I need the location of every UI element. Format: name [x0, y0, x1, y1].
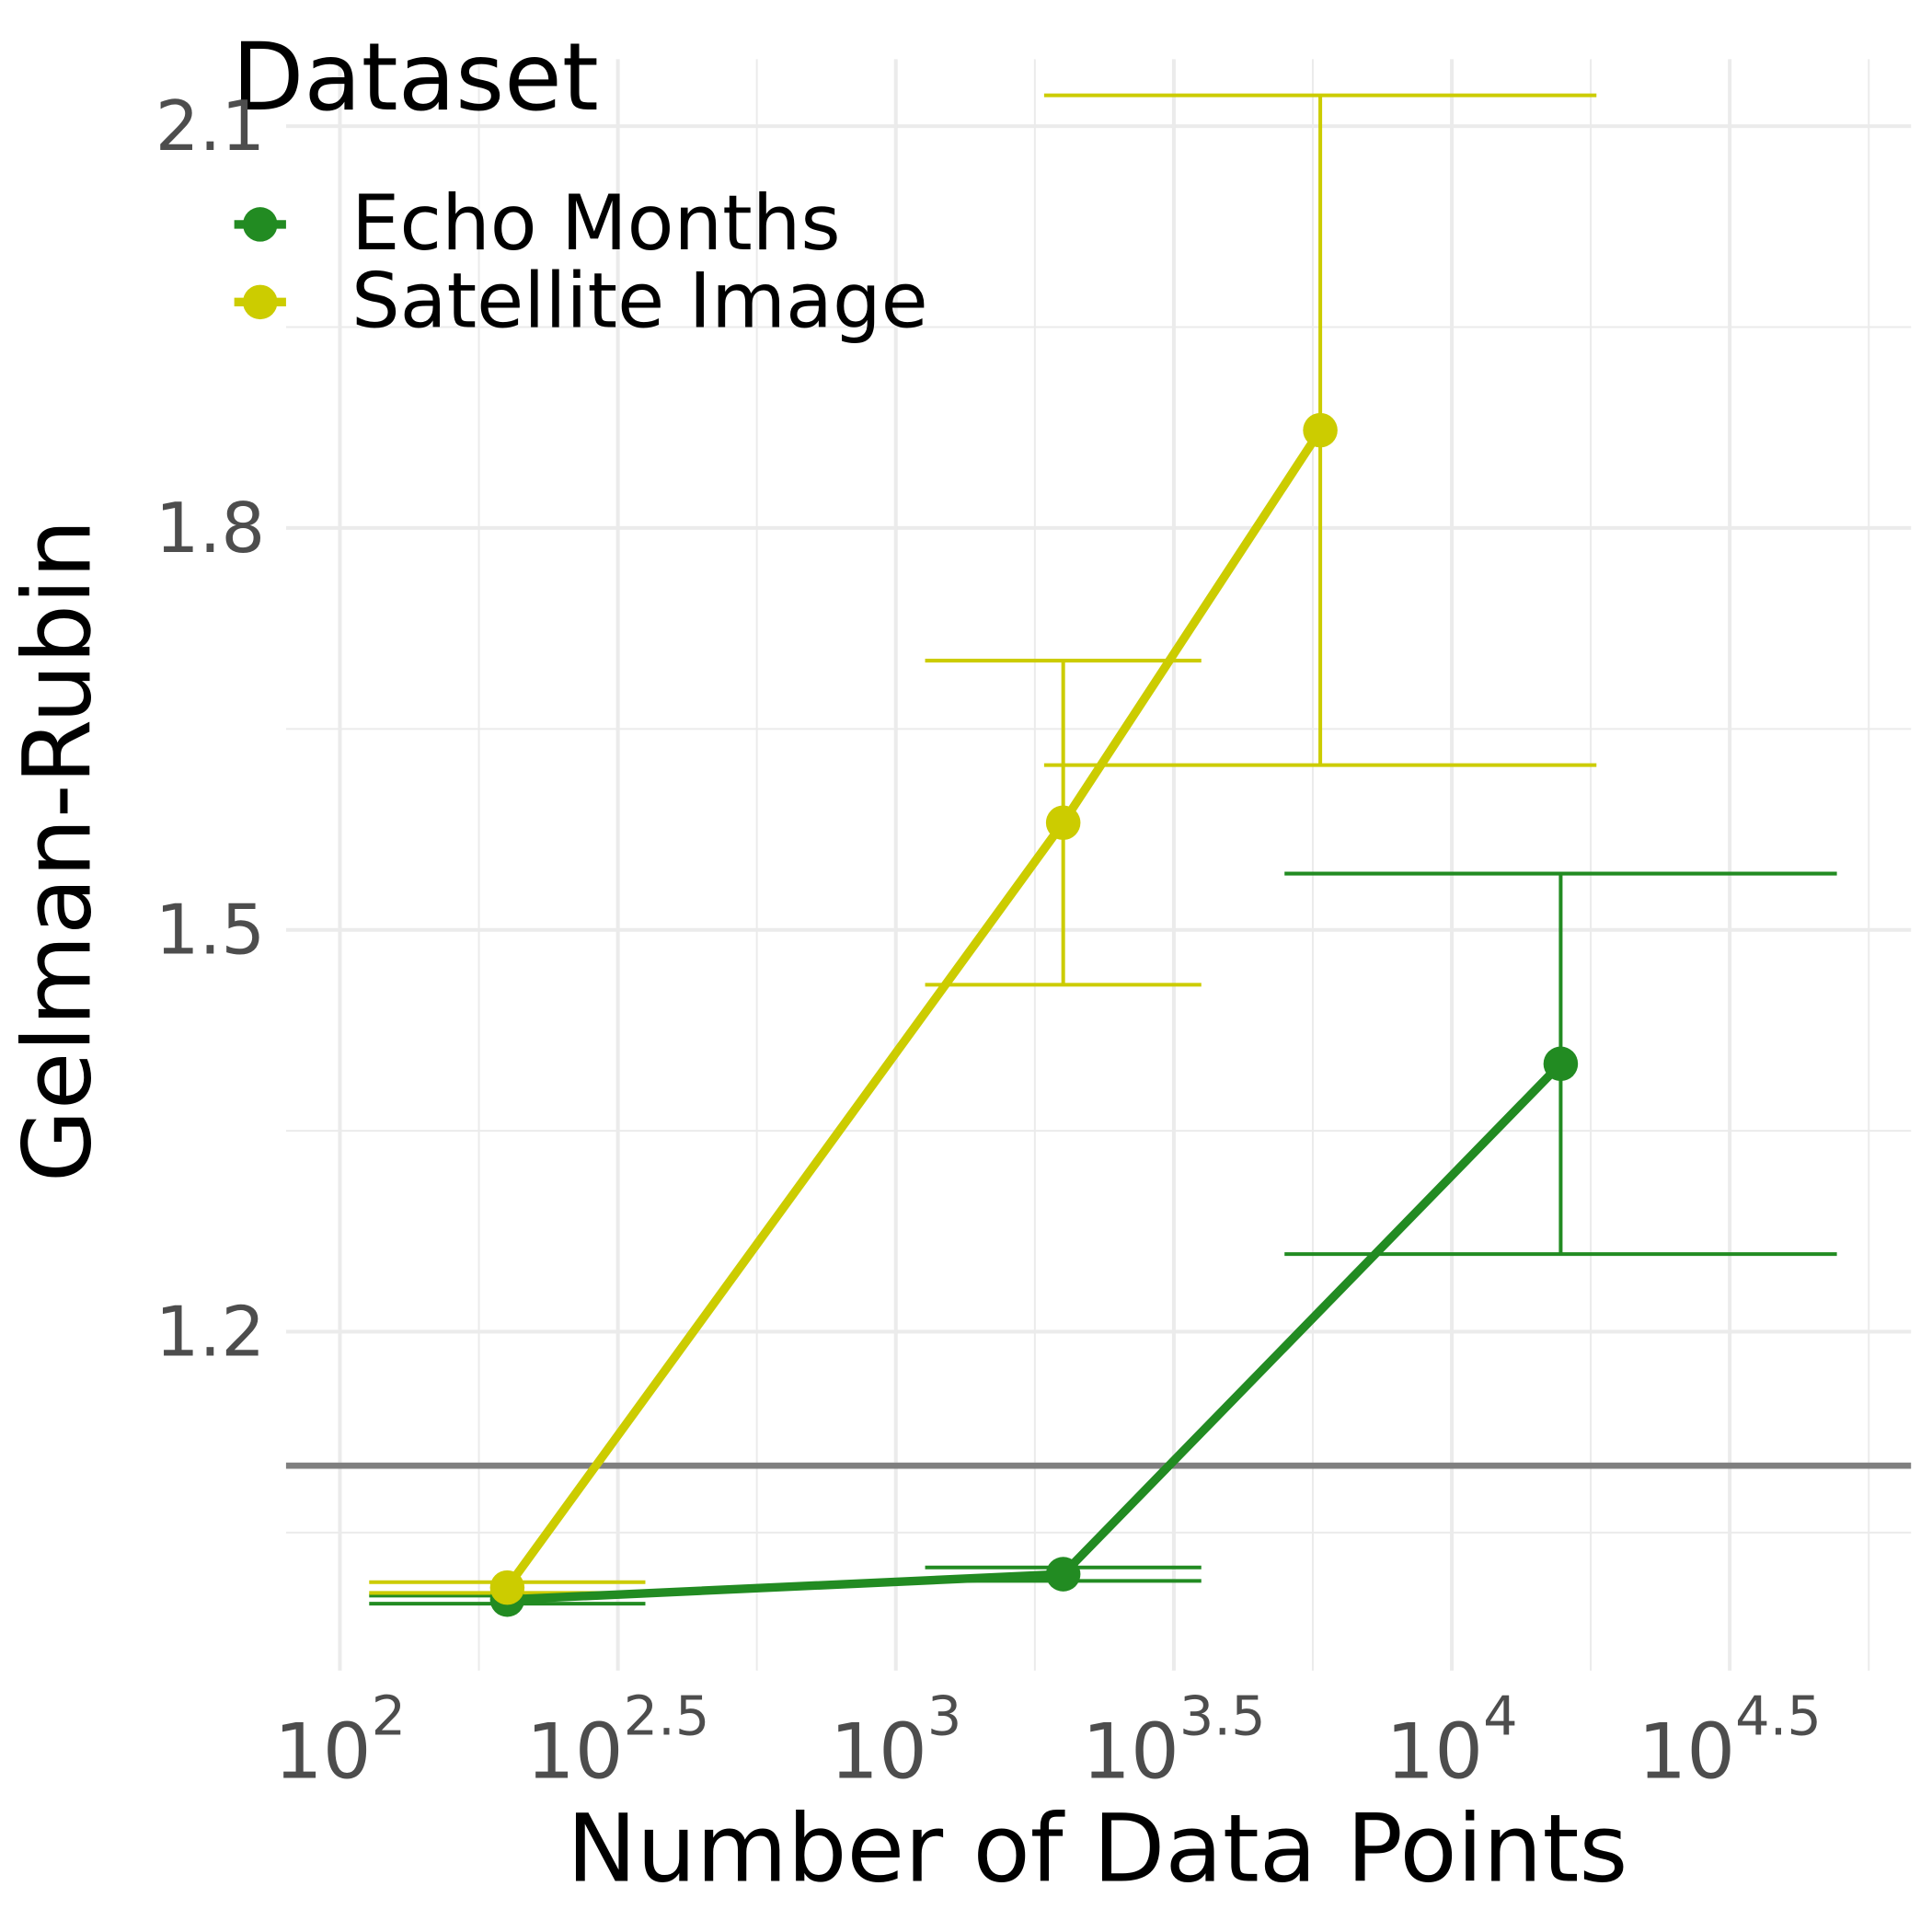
y-tick-label: 1.8	[155, 488, 265, 569]
x-tick-label: 104	[1386, 1685, 1517, 1797]
y-tick-label: 2.1	[155, 86, 265, 167]
legend-title: Dataset	[232, 23, 599, 132]
grid	[285, 59, 1912, 1671]
x-tick-exponent: 4.5	[1735, 1685, 1822, 1748]
marks	[285, 93, 1912, 1617]
legend-key-point	[243, 207, 278, 242]
point	[1543, 1046, 1579, 1082]
x-tick-exponent: 3.5	[1179, 1685, 1266, 1748]
x-tick-exponent: 2	[372, 1685, 407, 1748]
x-tick-exponent: 4	[1483, 1685, 1518, 1748]
x-axis-title: Number of Data Points	[567, 1795, 1627, 1904]
point	[1303, 412, 1338, 448]
x-tick-base: 10	[526, 1708, 624, 1797]
point	[489, 1570, 525, 1605]
point	[1045, 1557, 1081, 1592]
x-tick-label: 103.5	[1082, 1685, 1265, 1797]
x-tick-label: 103	[830, 1685, 961, 1797]
y-tick-label: 1.5	[155, 890, 265, 971]
x-tick-exponent: 2.5	[624, 1685, 710, 1748]
x-tick-base: 10	[274, 1708, 372, 1797]
x-tick-label: 102	[274, 1685, 406, 1797]
y-tick-label: 1.2	[155, 1291, 265, 1372]
x-tick-base: 10	[1638, 1708, 1735, 1797]
legend-label: Satellite Image	[351, 256, 928, 345]
legend-key-point	[243, 284, 278, 320]
point	[1045, 805, 1081, 841]
x-tick-exponent: 3	[927, 1685, 962, 1748]
x-tick-label: 102.5	[526, 1685, 709, 1797]
x-tick-base: 10	[1082, 1708, 1179, 1797]
x-tick-label: 104.5	[1638, 1685, 1821, 1797]
x-tick-base: 10	[1386, 1708, 1483, 1797]
y-axis-title: Gelman-Rubin	[4, 519, 113, 1182]
legend-label: Echo Months	[351, 178, 841, 268]
x-tick-base: 10	[830, 1708, 927, 1797]
